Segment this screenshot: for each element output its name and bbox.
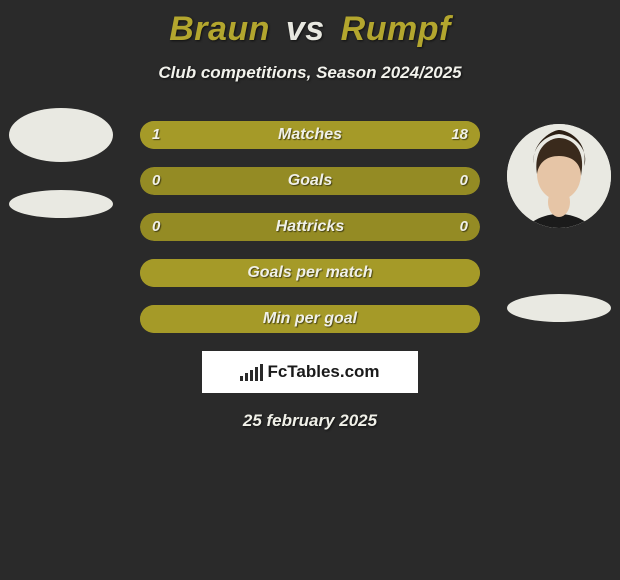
- comparison-bars: 1 18 Matches 0 0 Goals 0 0 Hattricks Goals per ma…: [140, 121, 480, 333]
- player2-avatar: [507, 124, 611, 228]
- stat-label: Goals: [288, 172, 332, 189]
- watermark-logo-icon: [240, 363, 263, 381]
- player2-name: Rumpf: [341, 10, 451, 48]
- stat-value-left: 1: [152, 121, 160, 149]
- stat-label: Goals per match: [247, 264, 372, 281]
- stat-value-right: 0: [460, 213, 468, 241]
- player1-avatar-shadow: [9, 190, 113, 218]
- player2-avatar-block: [504, 124, 614, 322]
- player2-avatar-shadow: [507, 294, 611, 322]
- watermark-badge: FcTables.com: [202, 351, 418, 393]
- stat-row-min-per-goal: Min per goal: [140, 305, 480, 333]
- player1-avatar-block: [6, 108, 116, 218]
- watermark-text: FcTables.com: [267, 362, 379, 382]
- stat-row-goals: 0 0 Goals: [140, 167, 480, 195]
- player1-avatar: [9, 108, 113, 162]
- comparison-subtitle: Club competitions, Season 2024/2025: [0, 63, 620, 83]
- stat-row-goals-per-match: Goals per match: [140, 259, 480, 287]
- stat-row-matches: 1 18 Matches: [140, 121, 480, 149]
- comparison-title: Braun vs Rumpf: [0, 0, 620, 49]
- stat-value-left: 0: [152, 213, 160, 241]
- stat-label: Min per goal: [263, 310, 357, 327]
- stat-value-right: 18: [451, 121, 468, 149]
- player1-name: Braun: [169, 10, 270, 48]
- stat-label: Hattricks: [276, 218, 344, 235]
- player2-portrait-icon: [507, 124, 611, 228]
- stat-row-hattricks: 0 0 Hattricks: [140, 213, 480, 241]
- stat-value-left: 0: [152, 167, 160, 195]
- datestamp: 25 february 2025: [0, 411, 620, 431]
- stat-label: Matches: [278, 126, 342, 143]
- vs-separator: vs: [286, 10, 325, 48]
- stat-value-right: 0: [460, 167, 468, 195]
